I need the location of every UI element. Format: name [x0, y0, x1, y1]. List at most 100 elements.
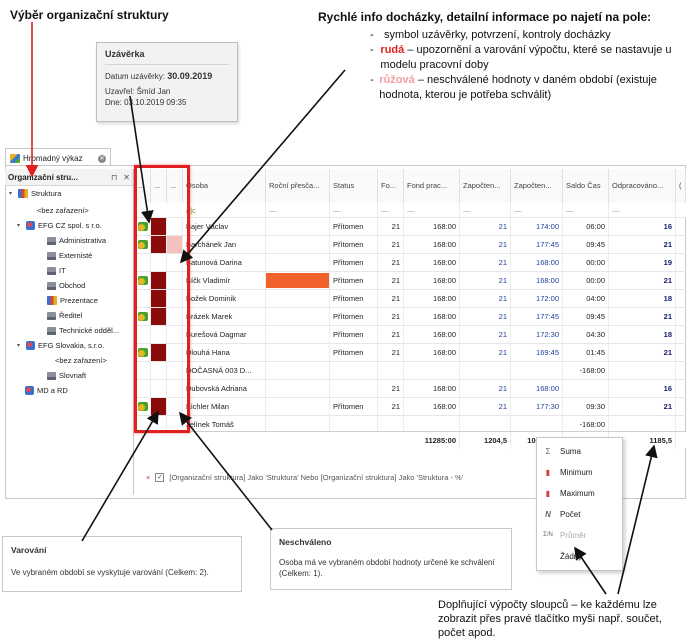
cell-osoba[interactable]: Brázek Marek [183, 308, 266, 326]
cell-odpracovano[interactable]: 16 [609, 380, 676, 398]
cell-status[interactable] [330, 362, 378, 380]
col-header-warning[interactable]: ... [151, 169, 167, 203]
cell-fo[interactable]: 21 [378, 218, 404, 236]
cell-fo[interactable]: 21 [378, 326, 404, 344]
closure-icon[interactable] [138, 276, 148, 285]
closure-cell[interactable] [135, 218, 151, 236]
filter-fo[interactable]: — [378, 203, 404, 218]
cell-fond[interactable]: 168:00 [404, 290, 460, 308]
cell-fond[interactable]: 168:00 [404, 380, 460, 398]
menu-item-pocet[interactable]: N Počet [537, 504, 624, 524]
cell-zapocteno1[interactable]: 21 [460, 254, 511, 272]
filter-status[interactable]: — [330, 203, 378, 218]
tree-node-reditel[interactable]: Ředitel [47, 311, 82, 320]
tree-node-bez-zarazeni[interactable]: <bez zařazení> [37, 206, 89, 215]
cell-status[interactable]: Přítomen [330, 308, 378, 326]
cell-fond[interactable]: 168:00 [404, 326, 460, 344]
closure-icon[interactable] [138, 240, 148, 249]
closure-cell[interactable] [135, 290, 151, 308]
cell-odpracovano[interactable] [609, 416, 676, 434]
warning-marker[interactable] [151, 218, 166, 235]
cell-osoba[interactable]: Dlouhá Hana [183, 344, 266, 362]
unapproved-cell[interactable] [167, 236, 183, 254]
cell-odpracovano[interactable]: 18 [609, 290, 676, 308]
cell-zapocteno2[interactable] [511, 416, 563, 434]
cell-zapocteno1[interactable]: 21 [460, 290, 511, 308]
col-header-zapocteno1[interactable]: Započten... [460, 169, 511, 203]
unapproved-cell[interactable] [167, 218, 183, 236]
tree-node-md-rd[interactable]: MD a RD [25, 386, 68, 395]
table-row[interactable]: Dubovská Adriana 21 168:00 21 168:00 16 [135, 380, 686, 398]
closure-cell[interactable] [135, 272, 151, 290]
unapproved-cell[interactable] [167, 290, 183, 308]
cell-saldo[interactable]: 06:00 [563, 218, 609, 236]
cell-zapocteno2[interactable] [511, 362, 563, 380]
closure-cell[interactable] [135, 362, 151, 380]
menu-item-minimum[interactable]: ▮ Minimum [537, 462, 624, 482]
filter-z2[interactable]: — [511, 203, 563, 218]
total-odpracovano[interactable]: 1185,5 [609, 432, 676, 449]
filter-saldo[interactable]: — [563, 203, 609, 218]
table-row[interactable]: DOČASNÁ 003 D... -168:00 [135, 362, 686, 380]
cell-zapocteno1[interactable]: 21 [460, 398, 511, 416]
cell-fo[interactable]: 21 [378, 380, 404, 398]
cell-zapocteno1[interactable]: 21 [460, 272, 511, 290]
cell-saldo[interactable]: -168:00 [563, 362, 609, 380]
total-fond[interactable]: 11285:00 [404, 432, 460, 449]
closure-cell[interactable] [135, 380, 151, 398]
cell-odpracovano[interactable]: 21 [609, 236, 676, 254]
cell-saldo[interactable]: 00:00 [563, 254, 609, 272]
closure-cell[interactable] [135, 254, 151, 272]
cell-zapocteno2[interactable]: 172:00 [511, 290, 563, 308]
cell-fo[interactable] [378, 416, 404, 434]
tree-node-prezentace[interactable]: Prezentace [47, 296, 98, 305]
cell-status[interactable]: Přítomen [330, 290, 378, 308]
warning-cell[interactable] [151, 344, 167, 362]
cell-rocni-prescas[interactable] [266, 236, 330, 254]
cell-zapocteno2[interactable]: 177:30 [511, 398, 563, 416]
warning-marker[interactable] [151, 236, 166, 253]
cell-zapocteno2[interactable]: 168:00 [511, 380, 563, 398]
filter-expression[interactable]: [Organizační struktura] Jako 'Struktura'… [169, 472, 464, 482]
cell-zapocteno1[interactable]: 21 [460, 236, 511, 254]
cell-odpracovano[interactable]: 16 [609, 218, 676, 236]
cell-zapocteno1[interactable]: 21 [460, 308, 511, 326]
warning-cell[interactable] [151, 290, 167, 308]
cell-fond[interactable]: 168:00 [404, 218, 460, 236]
cell-zapocteno2[interactable]: 169:45 [511, 344, 563, 362]
cell-fond[interactable]: 168:00 [404, 236, 460, 254]
cell-fond[interactable]: 168:00 [404, 398, 460, 416]
unapproved-cell[interactable] [167, 326, 183, 344]
cell-rocni-prescas[interactable] [266, 362, 330, 380]
cell-status[interactable] [330, 380, 378, 398]
cell-status[interactable]: Přítomen [330, 272, 378, 290]
cell-rocni-prescas[interactable] [266, 218, 330, 236]
cell-saldo[interactable]: 04:00 [563, 290, 609, 308]
pin-icon[interactable]: ⊓ [111, 172, 118, 182]
cell-odpracovano[interactable]: 21 [609, 308, 676, 326]
cell-rocni-prescas[interactable] [266, 326, 330, 344]
cell-status[interactable]: Přítomen [330, 326, 378, 344]
cell-fo[interactable]: 21 [378, 290, 404, 308]
col-header-rocni-prescas[interactable]: Roční přesča... [266, 169, 330, 203]
cell-zapocteno1[interactable]: 21 [460, 218, 511, 236]
cell-odpracovano[interactable] [609, 362, 676, 380]
table-row[interactable]: Bíčk Vladimír Přítomen 21 168:00 21 168:00 00:… [135, 272, 686, 290]
filter-odp[interactable]: — [609, 203, 676, 218]
cell-osoba[interactable]: Bajer Václav [183, 218, 266, 236]
cell-rocni-prescas[interactable] [266, 416, 330, 434]
table-row[interactable]: Batunová Darina Přítomen 21 168:00 21 168:00 0… [135, 254, 686, 272]
cell-saldo[interactable]: -168:00 [563, 416, 609, 434]
cell-osoba[interactable]: Eichler Milan [183, 398, 266, 416]
unapproved-cell[interactable] [167, 308, 183, 326]
cell-fo[interactable]: 21 [378, 236, 404, 254]
cell-fond[interactable]: 168:00 [404, 308, 460, 326]
clear-filter-icon[interactable]: × [146, 472, 151, 482]
cell-odpracovano[interactable]: 21 [609, 272, 676, 290]
cell-zapocteno1[interactable] [460, 416, 511, 434]
cell-status[interactable]: Přítomen [330, 236, 378, 254]
cell-osoba[interactable]: Batunová Darina [183, 254, 266, 272]
tree-node-externiste[interactable]: Externisté [47, 251, 92, 260]
cell-saldo[interactable]: 00:00 [563, 272, 609, 290]
col-header-status[interactable]: Status [330, 169, 378, 203]
